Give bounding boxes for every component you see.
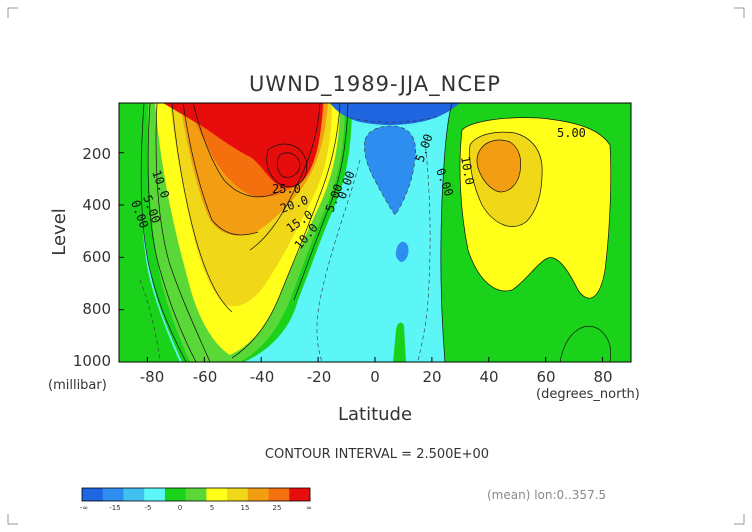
mean-label: (mean) lon:0..357.5 [487, 488, 606, 502]
field-sh-30plus [163, 103, 323, 188]
x-tick-label: -40 [250, 368, 275, 386]
colorbar-tick-label: 15 [241, 504, 250, 512]
x-tick-label: 80 [593, 368, 612, 386]
y-tick-label: 400 [82, 196, 111, 214]
y-axis-label: Level [49, 208, 70, 256]
x-tick-label: -80 [140, 368, 165, 386]
colorbar-swatch [123, 488, 145, 501]
colorbar-swatch [227, 488, 249, 501]
field-nh-15to20 [476, 140, 521, 192]
colorbar-swatch [164, 488, 186, 501]
y-tick-label: 1000 [73, 352, 111, 370]
colorbar-frame [81, 487, 311, 502]
colorbar-swatches [81, 487, 311, 502]
x-tick-label: -20 [307, 368, 332, 386]
x-tick-label: -60 [193, 368, 218, 386]
plot-area: 10.0 5.00 0.00 25.0 20.0 15.0 10.0 5.00 … [118, 102, 632, 363]
x-tick-label: 0 [370, 368, 380, 386]
contour-label: 10.0 [458, 155, 477, 186]
colorbar-tick-label: 5 [210, 504, 214, 512]
colorbar-swatch [206, 488, 228, 501]
colorbar-tick-label: 25 [273, 504, 282, 512]
y-tick-label: 600 [82, 248, 111, 266]
y-axis-units: (millibar) [48, 378, 107, 393]
colorbar-swatch [289, 488, 311, 501]
x-tick-label: 40 [479, 368, 498, 386]
x-axis: -80 -60 -40 -20 0 20 40 60 80 [140, 368, 613, 386]
contour-lines [140, 103, 612, 362]
field-tropical-minus5 [364, 125, 416, 215]
contour-dashed [139, 115, 441, 362]
colorbar-tick-label: ∞ [306, 504, 312, 512]
x-tick-label: 20 [422, 368, 441, 386]
field-tropical-green [393, 322, 406, 362]
field-tropical-blue-small [395, 241, 409, 262]
colorbar-swatch [144, 488, 166, 501]
colorbar-tick-label: -15 [109, 504, 120, 512]
y-tick-label: 200 [82, 145, 111, 163]
colorbar-swatch [82, 488, 104, 501]
x-tick-label: 60 [536, 368, 555, 386]
chart-title: UWND_1989-JJA_NCEP [249, 72, 501, 97]
contour-label: 5.00 [557, 126, 586, 140]
colorbar: -∞ -15 -5 0 5 15 25 ∞ [80, 487, 312, 512]
colorbar-tick-label: -∞ [80, 504, 88, 512]
x-axis-units: (degrees_north) [536, 387, 640, 402]
contour-interval-text: CONTOUR INTERVAL = 2.500E+00 [265, 447, 489, 462]
colorbar-swatch [268, 488, 290, 501]
y-axis: 200 400 600 800 1000 [73, 145, 111, 370]
colorbar-swatch [247, 488, 269, 501]
colorbar-ticks: -∞ -15 -5 0 5 15 25 ∞ [80, 504, 312, 512]
contour-label: 25.0 [272, 182, 301, 196]
field-south-green [119, 103, 180, 362]
y-tick-label: 800 [82, 300, 111, 318]
colorbar-tick-label: 0 [178, 504, 182, 512]
colorbar-tick-label: -5 [145, 504, 152, 512]
x-axis-label: Latitude [338, 404, 412, 425]
colorbar-swatch [185, 488, 207, 501]
axis-ticks [119, 152, 604, 363]
colorbar-swatch [102, 488, 124, 501]
crop-marks [7, 7, 745, 525]
field-upper-minus10 [330, 103, 460, 125]
